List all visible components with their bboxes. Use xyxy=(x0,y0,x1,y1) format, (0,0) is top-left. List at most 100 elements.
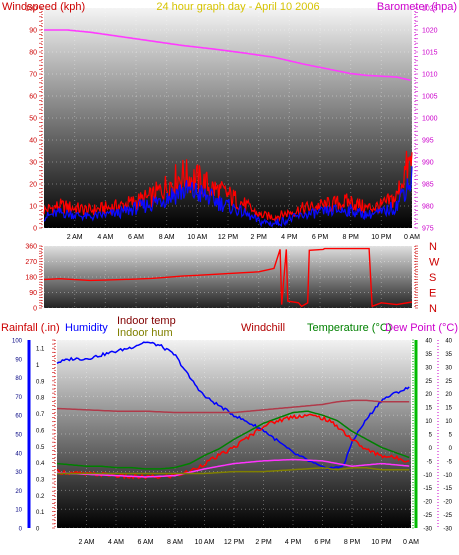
humidity-tick-label: 50 xyxy=(15,433,22,439)
time-tick-label: 2 PM xyxy=(250,234,267,241)
time-tick-label: 4 AM xyxy=(97,234,113,241)
series-line xyxy=(56,458,410,478)
windspeed-tick-label: 80 xyxy=(29,50,37,57)
dew-point-axis-label: Dew Point (°C) xyxy=(385,322,458,334)
time-tick-label: 4 PM xyxy=(285,539,302,546)
series-line xyxy=(57,467,410,475)
rainfall-tick-label: 0.5 xyxy=(36,445,45,451)
time-tick-label: 2 AM xyxy=(67,234,83,241)
windchill-label: Windchill xyxy=(241,322,285,334)
barometer-tick-label: 1025 xyxy=(422,6,438,13)
rainfall-tick-label: 0.2 xyxy=(36,494,45,500)
time-tick-label: 4 AM xyxy=(108,539,124,546)
indoor-hum-label: Indoor hum xyxy=(117,327,173,339)
temperature-plot-area xyxy=(57,340,411,528)
humidity-tick-label: 30 xyxy=(15,470,22,476)
rainfall-tick-label: 0.6 xyxy=(36,428,45,434)
temperature-tick-label: 15 xyxy=(425,406,432,412)
windspeed-tick-label: 70 xyxy=(29,72,37,79)
humidity-tick-label: 80 xyxy=(15,376,22,382)
temperature-tick-label: -5 xyxy=(427,459,433,465)
dew-point-tick-label: 35 xyxy=(445,352,452,358)
windspeed-tick-label: 90 xyxy=(29,28,37,35)
dew-point-tick-label: -30 xyxy=(443,527,452,533)
windspeed-tick-label: 40 xyxy=(29,138,37,145)
temperature-tick-label: 35 xyxy=(425,352,432,358)
time-tick-label: 8 PM xyxy=(342,234,359,241)
compass-label: S xyxy=(429,272,436,284)
humidity-tick-label: 100 xyxy=(12,339,23,345)
temperature-tick-label: 0 xyxy=(429,446,433,452)
direction-tick-label: 270 xyxy=(25,259,37,266)
temperature-tick-label: 25 xyxy=(425,379,432,385)
dew-point-tick-label: 20 xyxy=(445,392,452,398)
direction-tick-label: 0 xyxy=(33,306,37,313)
rainfall-tick-label: 1 xyxy=(36,363,40,369)
compass-label: E xyxy=(429,288,436,300)
dew-point-tick-label: 0 xyxy=(449,446,453,452)
humidity-tick-label: 20 xyxy=(15,489,22,495)
temperature-tick-label: -25 xyxy=(423,513,432,519)
chart-title: 24 hour graph day - April 10 2006 xyxy=(156,1,319,13)
time-tick-label: 2 PM xyxy=(255,539,272,546)
time-tick-label: 10 PM xyxy=(371,234,391,241)
series-line xyxy=(56,410,410,470)
dew-point-tick-label: 10 xyxy=(445,419,452,425)
dew-point-tick-label: -10 xyxy=(443,473,452,479)
windspeed-tick-label: 60 xyxy=(29,94,37,101)
barometer-tick-label: 1000 xyxy=(422,116,438,123)
barometer-tick-label: 975 xyxy=(422,226,434,233)
time-tick-label: 10 PM xyxy=(371,539,391,546)
windspeed-tick-label: 0 xyxy=(33,226,37,233)
rainfall-axis-label: Rainfall (.in) xyxy=(1,322,60,334)
windspeed-tick-label: 50 xyxy=(29,116,37,123)
time-tick-label: 0 AM xyxy=(403,539,419,546)
time-tick-label: 12 PM xyxy=(218,234,238,241)
rainfall-tick-label: 0 xyxy=(36,527,40,533)
time-tick-label: 6 AM xyxy=(128,234,144,241)
compass-label: W xyxy=(429,257,440,269)
wind-direction-plot-area xyxy=(44,246,412,308)
temperature-tick-label: -30 xyxy=(423,527,432,533)
rainfall-tick-label: 0.1 xyxy=(36,510,45,516)
humidity-tick-label: 70 xyxy=(15,395,22,401)
time-tick-label: 2 AM xyxy=(79,539,95,546)
series-line xyxy=(56,399,410,414)
humidity-tick-label: 90 xyxy=(15,357,22,363)
temperature-tick-label: 5 xyxy=(429,433,433,439)
rainfall-tick-label: 0.4 xyxy=(36,461,45,467)
dew-point-tick-label: -20 xyxy=(443,500,452,506)
barometer-tick-label: 985 xyxy=(422,182,434,189)
temperature-axis-label: Temperature (°C) xyxy=(307,322,391,334)
time-tick-label: 10 AM xyxy=(187,234,207,241)
barometer-tick-label: 990 xyxy=(422,160,434,167)
temperature-tick-label: 10 xyxy=(425,419,432,425)
humidity-tick-label: 60 xyxy=(15,414,22,420)
time-tick-label: 6 PM xyxy=(312,234,329,241)
direction-tick-label: 360 xyxy=(25,244,37,251)
series-line xyxy=(43,166,413,228)
time-tick-label: 10 AM xyxy=(195,539,215,546)
time-tick-label: 8 AM xyxy=(167,539,183,546)
dew-point-tick-label: 40 xyxy=(445,339,452,345)
dew-point-tick-label: -25 xyxy=(443,513,452,519)
barometer-tick-label: 995 xyxy=(422,138,434,145)
indoor-temp-label: Indoor temp xyxy=(117,315,176,327)
humidity-tick-label: 0 xyxy=(19,527,23,533)
rainfall-tick-label: 0.3 xyxy=(36,477,45,483)
humidity-axis-label: Humidity xyxy=(65,322,108,334)
windspeed-tick-label: 20 xyxy=(29,182,37,189)
rainfall-tick-label: 0.8 xyxy=(36,396,45,402)
time-tick-label: 12 PM xyxy=(224,539,244,546)
series-line xyxy=(43,150,413,223)
time-tick-label: 4 PM xyxy=(281,234,298,241)
compass-label: N xyxy=(429,303,437,315)
series-line xyxy=(56,341,410,471)
dew-point-tick-label: 5 xyxy=(449,433,453,439)
wind-direction-line xyxy=(43,247,413,308)
temperature-tick-label: -20 xyxy=(423,500,432,506)
barometer-tick-label: 1010 xyxy=(422,72,438,79)
dew-point-tick-label: -5 xyxy=(447,459,453,465)
